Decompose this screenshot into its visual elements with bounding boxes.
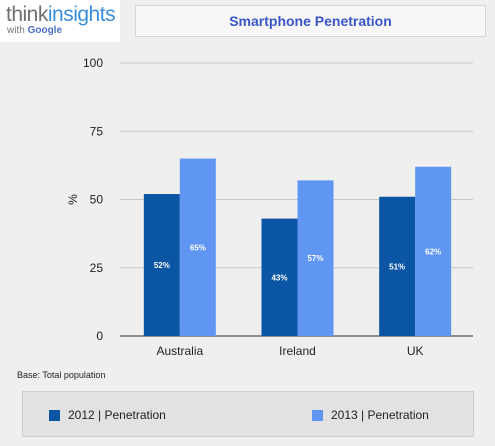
logo-with-text: with bbox=[7, 25, 25, 36]
logo-wordmark: thinkinsights bbox=[6, 3, 116, 27]
legend-swatch-2012 bbox=[49, 409, 60, 421]
data-label: 65% bbox=[190, 243, 206, 252]
bar-australia-2012 bbox=[143, 194, 180, 336]
bar-ireland-2012 bbox=[261, 218, 298, 336]
data-label: 51% bbox=[389, 262, 405, 271]
logo-google-text: Google bbox=[27, 25, 63, 36]
logo-tagline: with Google bbox=[7, 25, 62, 36]
x-tick-label: Ireland bbox=[279, 344, 316, 358]
x-tick-label: Australia bbox=[156, 344, 203, 358]
logo-insights-text: insights bbox=[47, 3, 116, 26]
bar-uk-2012 bbox=[379, 196, 416, 336]
chart-legend: 2012 | Penetration 2013 | Penetration bbox=[22, 391, 474, 437]
x-tick-label: UK bbox=[407, 344, 424, 358]
bar-ireland-2013 bbox=[297, 180, 334, 336]
y-tick-label: 25 bbox=[90, 261, 104, 275]
legend-swatch-2013 bbox=[312, 409, 323, 421]
y-axis-label: % bbox=[66, 194, 80, 205]
data-label: 57% bbox=[307, 254, 323, 263]
y-tick-label: 50 bbox=[90, 193, 104, 207]
data-label: 43% bbox=[271, 273, 287, 282]
chart-title: Smartphone Penetration bbox=[229, 13, 392, 29]
bar-australia-2013 bbox=[179, 158, 216, 336]
base-note: Base: Total population bbox=[17, 370, 106, 380]
data-label: 52% bbox=[154, 261, 170, 270]
bar-uk-2013 bbox=[415, 166, 452, 336]
logo-think-text: think bbox=[6, 3, 48, 26]
y-tick-label: 100 bbox=[83, 56, 103, 70]
legend-item-2013: 2013 | Penetration bbox=[312, 408, 429, 422]
legend-item-2012: 2012 | Penetration bbox=[49, 408, 166, 422]
legend-label-2013: 2013 | Penetration bbox=[331, 408, 429, 422]
data-label: 62% bbox=[425, 247, 441, 256]
y-tick-label: 75 bbox=[90, 124, 104, 138]
y-tick-label: 0 bbox=[96, 329, 103, 343]
chart-title-box: Smartphone Penetration bbox=[135, 5, 486, 37]
legend-label-2012: 2012 | Penetration bbox=[68, 408, 166, 422]
bar-chart: 0 25 50 75 100% 52% 65% Australia 43% 57% Ireland 5… bbox=[66, 56, 473, 358]
think-insights-logo: thinkinsights with Google bbox=[0, 0, 120, 42]
